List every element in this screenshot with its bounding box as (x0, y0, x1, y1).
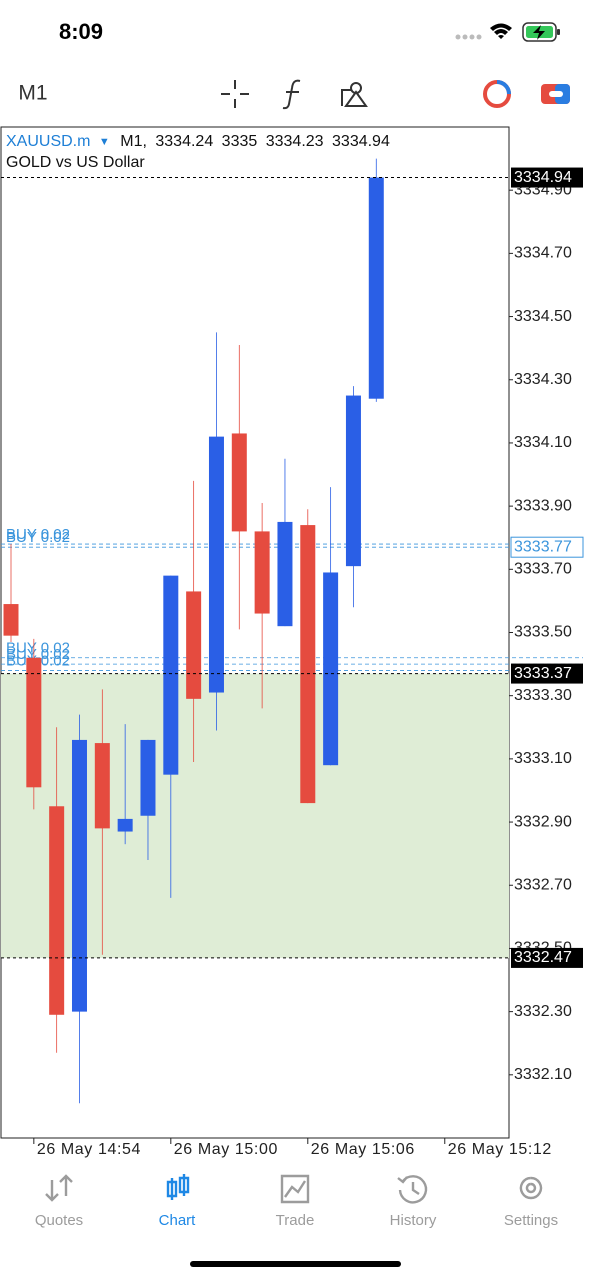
objects-button[interactable] (341, 82, 368, 107)
y-tick-label: 3332.10 (514, 1066, 572, 1083)
candle-body (3, 604, 19, 636)
y-tick-label: 3333.30 (514, 687, 572, 704)
y-tick-label: 3332.70 (514, 876, 572, 893)
candle-body (117, 818, 133, 832)
indicators-button[interactable] (282, 79, 301, 110)
y-tick-label: 3333.70 (514, 561, 572, 578)
candle-body (49, 806, 65, 1015)
price-level-box (511, 663, 583, 684)
price-level-label: 3333.37 (514, 665, 572, 682)
candle-body (208, 436, 224, 693)
y-tick-label: 3334.70 (514, 245, 572, 262)
y-tick-label: 3333.90 (514, 497, 572, 514)
order-label[interactable]: BUY 0.02 (6, 646, 70, 663)
candle-body (140, 739, 156, 816)
tab-label[interactable]: Chart (159, 1212, 197, 1229)
price-level-label: 3334.94 (514, 169, 572, 186)
candle-body (186, 591, 202, 699)
y-tick-label: 3334.30 (514, 371, 572, 388)
candle-body (277, 521, 293, 627)
price-level-label: 3332.47 (514, 949, 572, 966)
candle-body (71, 739, 87, 1012)
candle-body (231, 433, 247, 532)
x-tick-label: 26 May 15:06 (311, 1141, 415, 1158)
y-tick-label: 3332.30 (514, 1003, 572, 1020)
crosshair-button[interactable] (221, 80, 249, 108)
symbol[interactable]: XAUUSD.m (6, 133, 90, 150)
header-low: 3334.23 (266, 133, 324, 150)
tab-icon[interactable] (166, 1174, 190, 1200)
header-close: 3334.94 (332, 133, 390, 150)
timeframe-button[interactable]: M1 (18, 82, 47, 105)
price-level-box (511, 947, 583, 968)
order-label[interactable]: BUY 0.02 (6, 529, 70, 546)
x-tick-label: 26 May 15:00 (174, 1141, 278, 1158)
candle-body (368, 177, 384, 399)
tab-label[interactable]: Quotes (35, 1212, 83, 1229)
x-tick-label: 26 May 15:12 (448, 1141, 552, 1158)
account-icon[interactable] (541, 84, 570, 104)
order-label[interactable]: BUY 0.02 (6, 526, 70, 543)
candle-body (345, 395, 361, 567)
candle-body (300, 525, 316, 804)
candle-body (163, 575, 179, 775)
header-timeframe: M1, (120, 133, 147, 150)
tab-label[interactable]: Trade (276, 1212, 315, 1229)
y-tick-label: 3333.50 (514, 624, 572, 641)
trade-signal-icon[interactable] (483, 80, 511, 108)
tab-icon[interactable] (397, 1175, 428, 1204)
tab-bar: Quotes Chart Trade History Settings (35, 1174, 558, 1229)
chart: 3332.103332.303332.503332.703332.903333.… (1, 158, 584, 1158)
tab-label[interactable]: History (390, 1212, 437, 1229)
y-tick-label: 3333.10 (514, 750, 572, 767)
candle-body (94, 743, 110, 829)
price-level-box (511, 167, 583, 188)
y-tick-label: 3334.50 (514, 308, 572, 325)
order-price-label: 3333.77 (514, 538, 572, 555)
tab-icon[interactable] (45, 1174, 73, 1202)
tab-label[interactable]: Settings (504, 1212, 558, 1229)
order-label[interactable]: BUY 0.02 (6, 640, 70, 657)
header-open: 3334.24 (155, 133, 213, 150)
status-icons (455, 22, 560, 42)
chart-header: XAUUSD.m ▼ M1, 3334.24 3335 3334.23 3334… (6, 133, 390, 150)
y-tick-label: 3332.90 (514, 813, 572, 830)
candle-body (323, 572, 339, 766)
home-indicator (190, 1261, 401, 1267)
status-time: 8:09 (59, 19, 103, 44)
x-tick-label: 26 May 14:54 (37, 1141, 141, 1158)
candle-body (254, 531, 270, 614)
tab-icon[interactable] (519, 1176, 543, 1200)
header-high: 3335 (222, 133, 258, 150)
order-price-box (510, 536, 584, 558)
y-tick-label: 3334.10 (514, 434, 572, 451)
candle-body (26, 657, 42, 788)
symbol-dropdown[interactable]: ▼ (99, 136, 110, 148)
chart-subtitle: GOLD vs US Dollar (6, 154, 145, 171)
tab-icon[interactable] (280, 1174, 310, 1204)
